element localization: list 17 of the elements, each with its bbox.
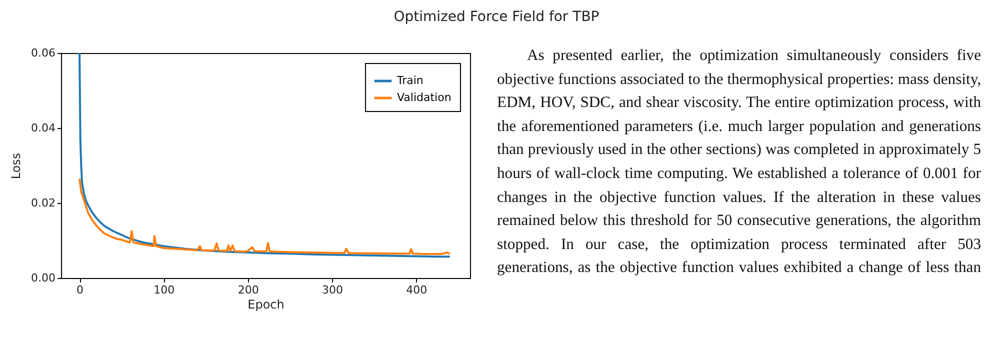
x-axis-title: Epoch <box>248 298 284 312</box>
y-tick-label: 0.06 <box>31 46 56 60</box>
x-tick-label: 100 <box>154 284 175 296</box>
line-series <box>78 178 451 255</box>
legend-label: Validation <box>397 91 452 104</box>
x-tick-label: 400 <box>406 284 428 296</box>
x-tick-label: 200 <box>238 284 259 296</box>
legend-label: Train <box>396 74 424 87</box>
chart-title: Optimized Force Field for TBP <box>392 9 600 25</box>
x-tick-label: 300 <box>322 284 343 296</box>
text: As presented earlier, the optimization simultaneously considers five objective functions associated to the thermophysical properties: mass density, EDM, HOV, SDC, and shear viscosity. The entire optimization process, with the aforementioned parameters (i.e. much larger population and generations than previously used in the other sections) was completed in approximately 5 hours of wall-clock time computing. We established a tolerance of 0.001 for changes in the objective function values. If the alteration in these values remained below this threshold for 50 consecutive generations, the algorithm stopped. In our case, the optimization process terminated after 503 generations, as the objective function values exhibited a change of less than <box>497 47 981 276</box>
y-tick-label: 0.00 <box>31 272 56 284</box>
line-series <box>78 53 451 258</box>
x-tick-label: 0 <box>76 284 84 296</box>
y-tick-label: 0.04 <box>31 122 56 134</box>
y-tick-label: 0.02 <box>31 196 56 210</box>
y-axis-title: Loss <box>9 152 24 180</box>
